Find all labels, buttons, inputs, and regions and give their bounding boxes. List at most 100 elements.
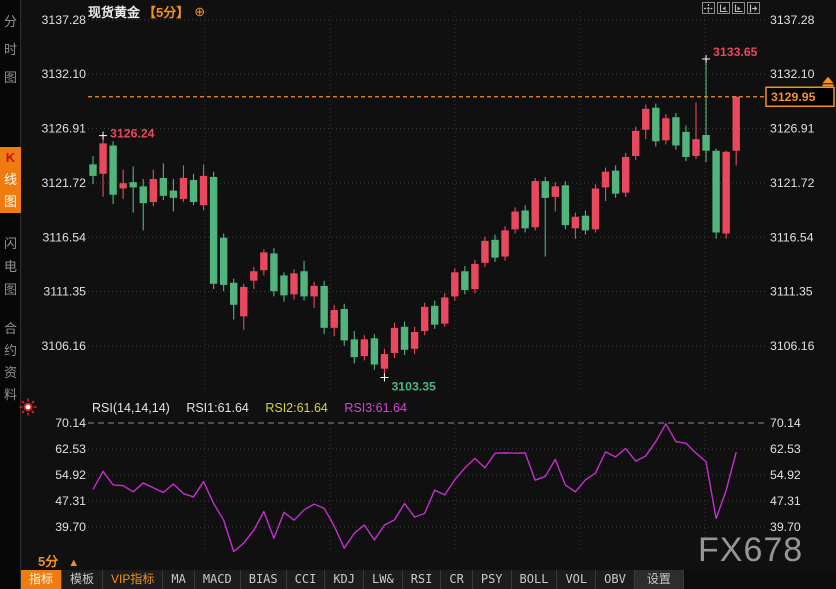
candle-body	[370, 338, 379, 365]
toolbar-tab-OBV[interactable]: OBV	[596, 570, 635, 589]
live-indicator-icon	[19, 398, 37, 416]
candle-body	[601, 171, 610, 188]
price-axis-tick: 3106.16	[770, 339, 815, 353]
sidebar-item-char: 图	[3, 70, 17, 85]
candle-body	[129, 182, 137, 188]
toolbar-tab-模板[interactable]: 模板	[62, 570, 104, 589]
collapse-panel-button[interactable]	[747, 2, 760, 14]
candle-body	[632, 130, 640, 156]
sidebar-item-char: 图	[3, 194, 17, 209]
price-axis-tick: 3126.91	[42, 122, 87, 136]
time-axis-left-button[interactable]	[717, 2, 730, 14]
current-price-value: 3129.95	[771, 90, 816, 104]
candlestick-series	[89, 57, 740, 376]
toolbar-tab-VIP指标[interactable]: VIP指标	[103, 570, 164, 589]
candle-body	[270, 253, 278, 292]
time-axis-right-button[interactable]	[732, 2, 745, 14]
gridlines	[88, 12, 766, 552]
sidebar-item-char: 分	[3, 14, 17, 29]
timeframe-badge[interactable]: 5分 ▲	[38, 551, 79, 570]
toolbar-tab-VOL[interactable]: VOL	[557, 570, 597, 589]
candle-body	[732, 96, 740, 151]
candle-body	[621, 157, 630, 193]
candle-body	[682, 131, 690, 158]
candle-body	[521, 210, 529, 229]
candle-body	[99, 143, 107, 174]
toolbar-tab-PSY[interactable]: PSY	[472, 570, 512, 589]
sidebar-item-char: 料	[3, 387, 17, 402]
candle-body	[149, 179, 157, 203]
sidebar-item-char: 图	[3, 282, 17, 297]
candle-body	[541, 181, 549, 198]
rsi-axis-tick: 70.14	[770, 416, 801, 430]
candle-body	[290, 273, 298, 295]
sidebar-item-char: 线	[3, 172, 17, 187]
candle-body	[380, 354, 389, 369]
price-axis-tick: 3137.28	[770, 13, 815, 27]
sidebar-item-char: 时	[3, 42, 17, 57]
toolbar-tab-MA[interactable]: MA	[163, 570, 195, 589]
candle-body	[230, 282, 238, 305]
candle-body	[511, 211, 519, 230]
toolbar-tab-BOLL[interactable]: BOLL	[511, 570, 558, 589]
candle-body	[300, 271, 308, 297]
price-axis-tick: 3132.10	[42, 67, 87, 81]
candle-body	[169, 190, 178, 198]
candle-body	[390, 327, 399, 353]
rsi2-value-label: RSI2:61.64	[265, 401, 328, 415]
price-axis-tick: 3121.72	[770, 176, 815, 190]
candle-body	[310, 285, 318, 297]
candle-body	[159, 177, 168, 196]
candle-body	[360, 339, 369, 357]
toolbar-tab-BIAS[interactable]: BIAS	[240, 570, 287, 589]
rsi-axis-tick: 62.53	[55, 442, 86, 456]
toolbar-tab-KDJ[interactable]: KDJ	[325, 570, 365, 589]
sidebar-item-time-chart[interactable]: 分时图	[0, 8, 21, 92]
sidebar-item-contract-info[interactable]: 合约资料	[0, 318, 21, 406]
rsi-axis-tick: 54.92	[770, 468, 801, 482]
candle-body	[340, 308, 348, 341]
toolbar-tab-RSI[interactable]: RSI	[402, 570, 442, 589]
toolbar-tab-LW&[interactable]: LW&	[364, 570, 403, 589]
toolbar-tab-指标[interactable]: 指标	[21, 570, 63, 589]
axis-arrow-left-icon	[719, 4, 728, 12]
candle-body	[139, 186, 147, 204]
overlays: 3126.24 3103.35 3133.65 3129.95	[88, 45, 835, 394]
candle-body	[561, 185, 570, 226]
toolbar-tab-设置[interactable]: 设置	[634, 570, 684, 589]
rsi-params-row: RSI(14,14,14) RSI1:61.64 RSI2:61.64 RSI3…	[92, 401, 420, 415]
price-axis-tick: 3126.91	[770, 122, 815, 136]
candle-body	[722, 151, 730, 234]
candle-body	[109, 145, 117, 195]
sidebar-item-lightning-chart[interactable]: 闪电图	[0, 232, 21, 301]
candle-body	[219, 237, 228, 285]
candle-body	[240, 286, 248, 317]
candle-body	[400, 326, 409, 350]
sidebar-item-char: 合	[3, 321, 17, 336]
period-badge[interactable]: 【5分】	[143, 5, 190, 20]
jump-to-latest-icon[interactable]	[822, 76, 834, 84]
candle-body	[199, 175, 208, 206]
timeframe-label: 5分	[38, 554, 59, 569]
candle-body	[611, 170, 620, 194]
price-axis-tick: 3137.28	[42, 13, 87, 27]
high-marker-label: 3133.65	[713, 45, 758, 59]
toolbar-tab-CR[interactable]: CR	[441, 570, 473, 589]
low-marker-label: 3103.35	[391, 380, 436, 394]
rsi-axis-tick: 62.53	[770, 442, 801, 456]
crosshair-tool-button[interactable]	[702, 2, 715, 14]
candle-body	[692, 139, 700, 156]
chart-header: 现货黄金 【5分】 ⊕	[88, 2, 205, 21]
price-axis-tick: 3111.35	[43, 285, 86, 299]
toolbar-tab-CCI[interactable]: CCI	[286, 570, 326, 589]
candle-body	[702, 135, 710, 151]
current-price-tag[interactable]	[765, 86, 835, 107]
toolbar-tab-MACD[interactable]: MACD	[194, 570, 241, 589]
price-axis-tick: 3132.10	[770, 67, 815, 81]
jump-to-latest-base[interactable]	[822, 84, 834, 87]
rsi1-value-label: RSI1:61.64	[186, 401, 249, 415]
rsi-series	[92, 423, 737, 553]
add-overlay-icon[interactable]: ⊕	[194, 3, 206, 19]
